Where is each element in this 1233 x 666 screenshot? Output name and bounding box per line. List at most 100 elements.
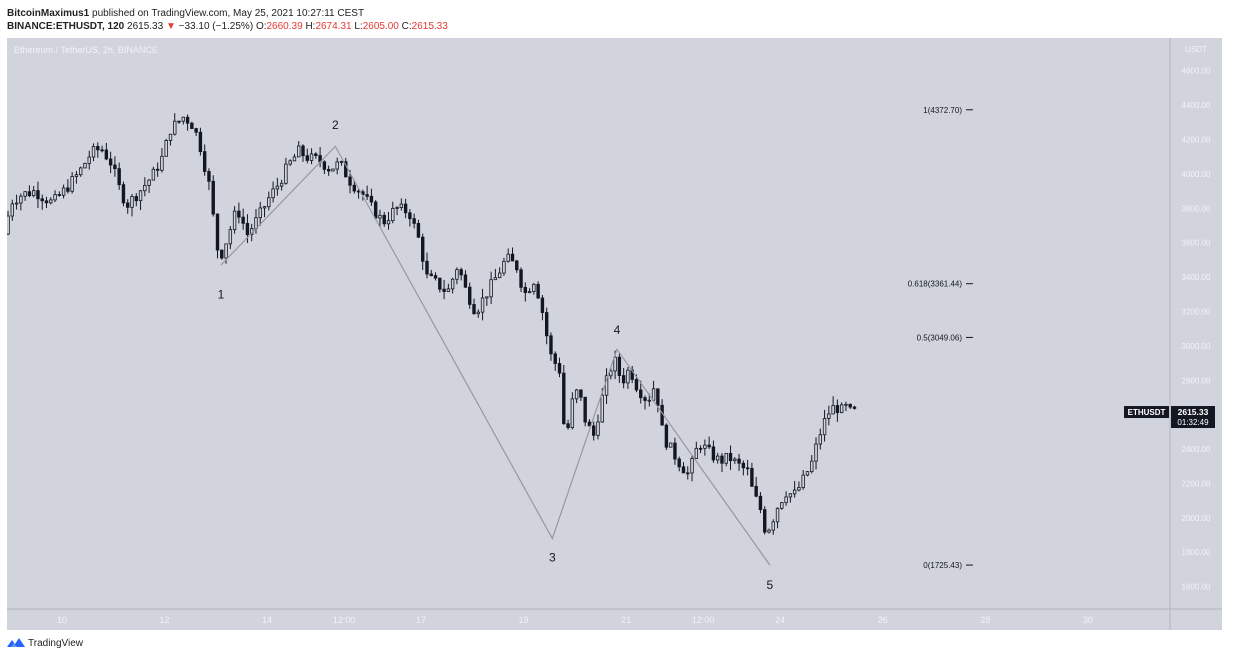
candle-body <box>194 128 198 133</box>
chart-container[interactable]: Ethereum / TetherUS, 2h, BINANCE USDT 16… <box>7 38 1222 630</box>
open-value: 2660.39 <box>266 21 303 32</box>
candle-body <box>373 201 378 219</box>
candle-body <box>185 116 190 124</box>
candle-body <box>202 151 207 172</box>
footer: TradingView <box>7 637 83 649</box>
elliott-wave-line[interactable] <box>220 145 771 566</box>
candle-body <box>510 253 515 262</box>
x-tick-label: 26 <box>878 615 888 625</box>
candle-body <box>164 140 168 157</box>
candle-body <box>493 277 498 281</box>
candle-body <box>91 146 96 158</box>
candle-body <box>271 188 275 199</box>
candle-body <box>459 269 463 276</box>
wave-label-2: 2 <box>332 118 339 132</box>
x-tick-label: 12 <box>159 615 169 625</box>
candle-body <box>600 394 604 423</box>
y-tick-label: 4600.00 <box>1182 67 1211 76</box>
candle-body <box>412 218 416 224</box>
author-name[interactable]: BitcoinMaximus1 <box>7 8 90 19</box>
price-axis[interactable] <box>1170 38 1222 609</box>
candle-body <box>331 168 335 172</box>
x-tick-label: 12:00 <box>692 615 715 625</box>
candle-body <box>279 182 284 187</box>
candle-body <box>160 155 164 171</box>
y-tick-label: 3800.00 <box>1182 204 1211 213</box>
candle-body <box>113 164 117 170</box>
x-tick-label: 28 <box>980 615 990 625</box>
bar-countdown: 01:32:49 <box>1177 418 1209 427</box>
candle-body <box>53 194 57 201</box>
candle-body <box>425 260 429 275</box>
candle-body <box>715 455 720 461</box>
candle-body <box>827 413 831 419</box>
candle-body <box>502 260 506 274</box>
candle-body <box>566 423 570 428</box>
candle-body <box>87 156 91 164</box>
candle-body <box>31 190 36 197</box>
candle-body <box>74 174 79 177</box>
candle-body <box>694 447 699 459</box>
brand-name[interactable]: TradingView <box>28 637 84 649</box>
candle-body <box>378 214 382 219</box>
candle-body <box>553 353 557 364</box>
y-tick-label: 2800.00 <box>1182 376 1211 385</box>
currency-label: USDT <box>1185 45 1207 54</box>
candle-body <box>220 249 224 259</box>
candle-body <box>733 458 737 462</box>
pane-title: Ethereum / TetherUS, 2h, BINANCE <box>14 45 158 55</box>
candle-body <box>801 474 805 488</box>
candle-body <box>134 196 138 202</box>
candle-body <box>104 149 109 160</box>
candle-body <box>40 198 44 202</box>
y-tick-label: 1600.00 <box>1182 583 1211 592</box>
candle-body <box>613 356 617 372</box>
candle-body <box>335 161 339 170</box>
high-value: 2674.31 <box>315 21 352 32</box>
candle-body <box>583 396 587 423</box>
candle-body <box>190 122 194 129</box>
y-tick-label: 3400.00 <box>1182 273 1211 282</box>
y-tick-label: 1800.00 <box>1182 548 1211 557</box>
candle-body <box>596 421 600 436</box>
ohlc-legend: BINANCE:ETHUSDT, 120 2615.33 ▼ −33.10 (−… <box>7 21 448 32</box>
candle-body <box>651 388 656 401</box>
y-tick-label: 4400.00 <box>1182 101 1211 110</box>
candle-body <box>767 529 771 533</box>
wave-label-4: 4 <box>614 323 621 337</box>
candle-body <box>540 297 545 313</box>
candle-body <box>609 370 613 377</box>
price-chart[interactable]: Ethereum / TetherUS, 2h, BINANCE USDT 16… <box>7 38 1222 630</box>
candle-body <box>745 467 750 470</box>
candle-body <box>720 455 724 464</box>
candle-body <box>297 145 301 158</box>
candle-body <box>784 496 788 504</box>
candle-body <box>117 168 121 186</box>
change-value: −33.10 (−1.25%) <box>178 21 254 32</box>
candle-body <box>690 458 694 474</box>
candle-body <box>763 509 767 533</box>
plot-pane[interactable] <box>7 38 1170 609</box>
candle-body <box>198 131 203 153</box>
candle-body <box>442 288 446 292</box>
tradingview-logo-icon[interactable] <box>7 637 25 649</box>
y-tick-label: 4200.00 <box>1182 135 1211 144</box>
candle-body <box>438 277 442 290</box>
candle-body <box>848 403 852 408</box>
candle-body <box>852 406 857 409</box>
candle-body <box>810 460 814 473</box>
candle-body <box>668 442 673 448</box>
candle-body <box>664 424 669 448</box>
candle-body <box>339 161 344 163</box>
candle-body <box>617 356 622 376</box>
candle-body <box>737 458 741 464</box>
candle-body <box>408 212 412 220</box>
time-axis[interactable] <box>7 609 1222 630</box>
candle-body <box>557 363 562 374</box>
candle-body <box>23 191 27 197</box>
candle-body <box>207 171 211 182</box>
candle-body <box>130 196 134 208</box>
candle-body <box>399 203 404 208</box>
candle-body <box>463 274 468 288</box>
candle-body <box>433 275 438 279</box>
